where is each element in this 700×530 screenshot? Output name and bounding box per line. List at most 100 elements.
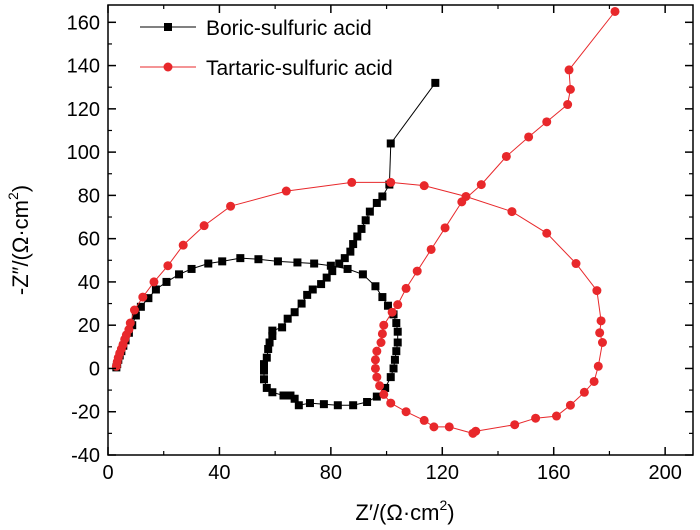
data-point <box>377 329 387 339</box>
data-point <box>429 422 439 432</box>
y-tick-label: 20 <box>78 315 100 337</box>
legend-label: Tartaric-sulfuric acid <box>206 57 393 80</box>
data-point <box>286 391 295 400</box>
data-point <box>564 65 574 75</box>
data-point <box>372 372 382 382</box>
data-point <box>387 307 397 317</box>
data-point <box>361 216 370 225</box>
data-point <box>163 261 173 271</box>
data-point <box>392 319 401 328</box>
data-point <box>457 197 467 207</box>
data-point <box>129 305 139 315</box>
y-tick-label: -20 <box>71 402 100 424</box>
data-point <box>260 375 268 384</box>
data-point <box>386 398 396 408</box>
y-axis-title-superscript: 2 <box>5 192 21 200</box>
y-axis-title: -Z″/(Ω·cm2) <box>5 185 33 295</box>
data-point <box>283 314 292 323</box>
data-point <box>476 180 486 190</box>
data-point <box>353 232 362 241</box>
plot-area <box>111 6 620 438</box>
y-tick-label: 40 <box>78 272 100 294</box>
data-point <box>268 388 277 397</box>
data-point <box>596 316 606 326</box>
data-point <box>218 257 227 266</box>
data-point <box>268 326 277 335</box>
data-point <box>322 273 331 282</box>
data-point <box>370 363 380 373</box>
x-tick-label: 120 <box>426 462 459 484</box>
y-tick-label: 120 <box>67 99 100 121</box>
x-tick-label: 40 <box>208 462 230 484</box>
data-point <box>260 360 268 369</box>
data-point <box>349 401 358 410</box>
data-point <box>392 347 401 356</box>
x-axis-title: Z′/(Ω·cm2) <box>355 497 454 525</box>
data-point <box>333 401 342 410</box>
y-axis-title-main: -Z″/(Ω·cm <box>8 200 33 295</box>
data-point <box>552 411 561 421</box>
data-point <box>328 267 337 276</box>
data-point <box>346 247 355 256</box>
data-point <box>379 389 389 399</box>
legend-marker <box>163 62 173 72</box>
data-point <box>136 302 145 311</box>
data-point <box>281 186 291 196</box>
data-point <box>431 78 440 87</box>
data-point <box>290 394 299 403</box>
data-point <box>226 201 236 211</box>
data-point <box>357 224 366 233</box>
data-point <box>401 283 411 293</box>
x-axis-title-tail: ) <box>447 500 454 525</box>
data-point <box>565 84 575 94</box>
data-point <box>595 328 605 338</box>
data-point <box>349 240 358 249</box>
data-point <box>268 332 277 341</box>
data-point <box>372 198 381 207</box>
data-point <box>372 392 381 401</box>
data-point <box>542 228 552 238</box>
data-point <box>310 259 319 268</box>
data-point <box>162 277 171 286</box>
data-point <box>563 100 573 110</box>
data-point <box>386 177 396 187</box>
x-tick-label: 200 <box>648 462 681 484</box>
data-point <box>358 270 367 279</box>
data-point <box>365 207 374 216</box>
data-point <box>178 240 188 250</box>
data-point <box>510 420 520 430</box>
data-point <box>531 413 541 423</box>
x-tick-label: 0 <box>102 462 113 484</box>
x-tick-label: 160 <box>537 462 570 484</box>
data-point <box>426 244 436 254</box>
data-point <box>335 259 344 268</box>
data-point <box>593 361 603 371</box>
data-point <box>138 292 148 302</box>
data-point <box>290 308 299 317</box>
plot-frame <box>107 4 694 456</box>
data-point <box>381 383 390 392</box>
data-point <box>589 376 599 386</box>
data-point <box>340 254 349 263</box>
data-point <box>542 117 552 127</box>
series-0 <box>112 78 440 410</box>
data-point <box>468 428 478 438</box>
x-tick-label: 80 <box>320 462 342 484</box>
data-point <box>273 257 282 266</box>
data-point <box>236 254 245 263</box>
data-point <box>412 266 422 276</box>
y-tick-label: 100 <box>67 142 100 164</box>
y-tick-label: 0 <box>89 358 100 380</box>
data-point <box>501 151 511 161</box>
data-point <box>440 223 450 233</box>
data-point <box>278 323 287 332</box>
series-line <box>115 82 436 406</box>
data-point <box>579 387 589 397</box>
y-tick-label: -40 <box>71 445 100 467</box>
data-point <box>376 338 386 347</box>
data-point <box>386 373 395 382</box>
data-point <box>149 277 159 287</box>
x-axis-title-superscript: 2 <box>439 497 447 513</box>
data-point <box>507 207 517 217</box>
